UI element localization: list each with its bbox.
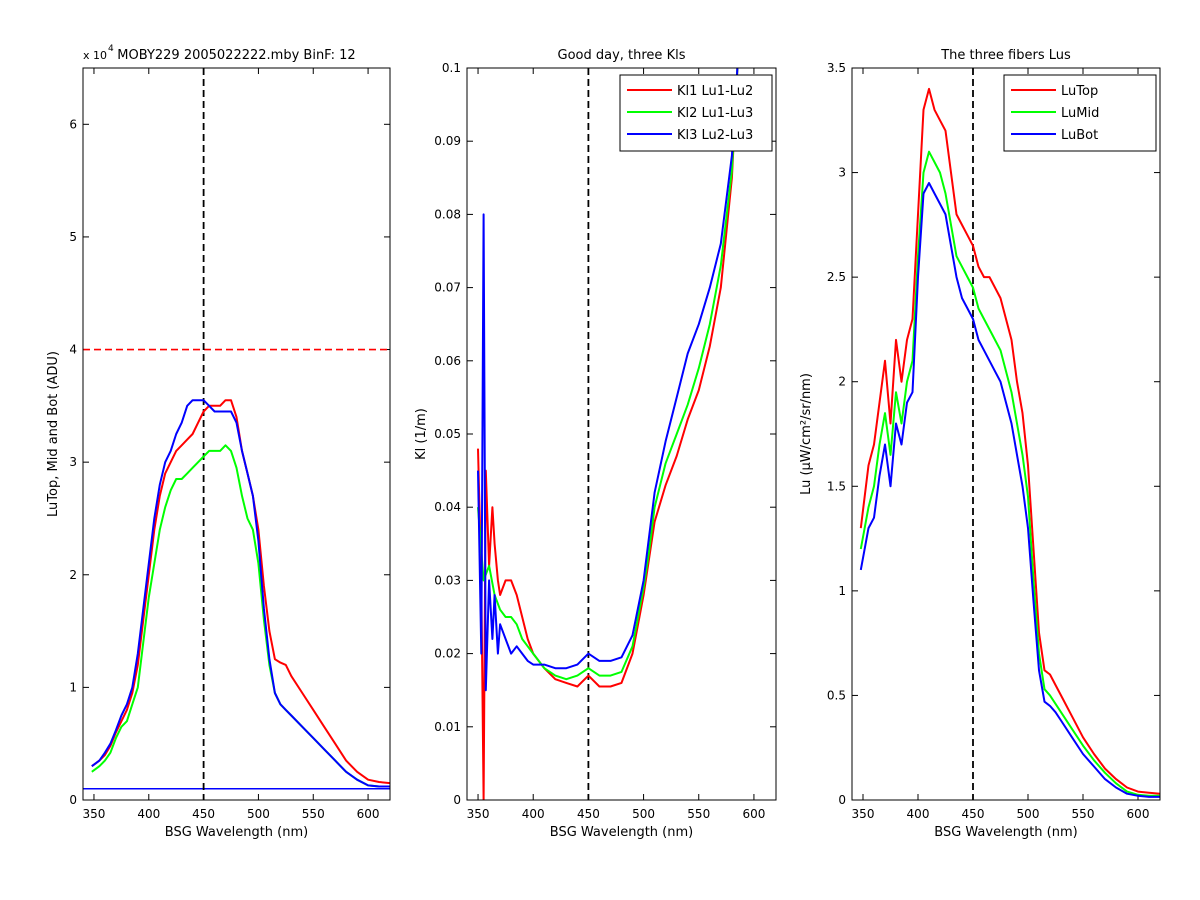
y-tick-label: 0.07 [434, 281, 461, 295]
x-tick-label: 350 [852, 807, 875, 821]
x-tick-label: 550 [687, 807, 710, 821]
y-tick-label: 0.5 [827, 688, 846, 702]
legend-label: LuTop [1061, 84, 1098, 99]
series-line-1 [477, 68, 739, 800]
y-tick-label: 0.08 [434, 207, 461, 221]
x-tick-label: 500 [247, 807, 270, 821]
y-tick-label: 0 [453, 793, 461, 807]
x-axis-label: BSG Wavelength (nm) [165, 825, 308, 840]
x-tick-label: 500 [632, 807, 655, 821]
y-tick-label: 2.5 [827, 270, 846, 284]
y-tick-label: 0.05 [434, 427, 461, 441]
y-tick-label: 4 [69, 343, 77, 357]
x-tick-label: 350 [467, 807, 490, 821]
plot-area [859, 68, 1160, 800]
y-tick-label: 2 [69, 568, 77, 582]
y-tick-label: 0 [69, 793, 77, 807]
x-tick-label: 600 [742, 807, 765, 821]
plot-area [477, 68, 739, 800]
y-tick-label: 5 [69, 230, 77, 244]
y-tick-label: 0.03 [434, 573, 461, 587]
y-tick-label: 0.04 [434, 500, 461, 514]
series-line-1 [91, 399, 390, 785]
y-tick-label: 1 [69, 680, 77, 694]
chart-panel-2: 350 400 450 500 550 600 0 0.01 0.02 0.03 0.04 0.05 0… [414, 48, 777, 840]
y-tick-label: 1 [838, 584, 846, 598]
y-axis-label: Kl (1/m) [414, 408, 429, 460]
y-exponent-power: 4 [108, 44, 114, 54]
series-line-1 [859, 87, 1160, 795]
legend-label: LuMid [1061, 106, 1099, 121]
legend: LuTop LuMid LuBot [1003, 74, 1157, 152]
x-tick-label: 600 [357, 807, 380, 821]
y-tick-label: 0.02 [434, 647, 461, 661]
x-tick-label: 600 [1127, 807, 1150, 821]
y-tick-label: 3 [838, 166, 846, 180]
x-axis-label: BSG Wavelength (nm) [934, 825, 1077, 840]
legend-label: Kl2 Lu1-Lu3 [677, 106, 753, 121]
x-tick-label: 550 [302, 807, 325, 821]
x-tick-label: 450 [577, 807, 600, 821]
axes-frame [82, 67, 391, 801]
y-tick-label: 0.06 [434, 354, 461, 368]
x-tick-label: 500 [1017, 807, 1040, 821]
y-tick-label: 6 [69, 117, 77, 131]
y-tick-label: 0.09 [434, 134, 461, 148]
chart-panel-3: 350 400 450 500 550 600 0 0.5 1 1.5 2 2.5 3 3.5 The th… [799, 48, 1161, 840]
legend-label: Kl3 Lu2-Lu3 [677, 128, 753, 143]
y-exponent-label: x 10 [83, 49, 107, 62]
y-tick-label: 0.01 [434, 720, 461, 734]
y-axis-label: Lu (µW/cm²/sr/nm) [799, 373, 814, 495]
chart-title: MOBY229 2005022222.mby BinF: 12 [117, 48, 355, 63]
x-tick-label: 400 [137, 807, 160, 821]
y-tick-label: 3.5 [827, 61, 846, 75]
chart-panel-1: 350 400 450 500 550 600 0 1 2 3 4 5 6 MOBY229 2005022… [46, 44, 391, 840]
plot-area [83, 68, 390, 800]
x-tick-label: 450 [192, 807, 215, 821]
x-tick-label: 550 [1072, 807, 1095, 821]
series-line-2 [477, 68, 739, 681]
y-tick-label: 1.5 [827, 479, 846, 493]
y-tick-label: 2 [838, 375, 846, 389]
series-line-3 [859, 182, 1160, 798]
x-axis-label: BSG Wavelength (nm) [550, 825, 693, 840]
chart-title: Good day, three Kls [558, 48, 686, 63]
legend-label: LuBot [1061, 128, 1098, 143]
chart-title: The three fibers Lus [940, 48, 1071, 63]
x-tick-label: 350 [83, 807, 106, 821]
y-tick-label: 0.1 [442, 61, 461, 75]
series-line-2 [859, 150, 1160, 797]
axes-frame [466, 67, 777, 801]
x-tick-label: 400 [522, 807, 545, 821]
legend-label: Kl1 Lu1-Lu2 [677, 84, 753, 99]
y-axis-label: LuTop, Mid and Bot (ADU) [46, 351, 61, 517]
x-tick-label: 450 [962, 807, 985, 821]
axes-frame [851, 67, 1161, 801]
legend: Kl1 Lu1-Lu2 Kl2 Lu1-Lu3 Kl3 Lu2-Lu3 [619, 74, 773, 152]
y-tick-label: 3 [69, 455, 77, 469]
y-tick-label: 0 [838, 793, 846, 807]
series-line-3 [477, 68, 739, 692]
x-tick-label: 400 [907, 807, 930, 821]
series-line-3 [91, 399, 390, 788]
